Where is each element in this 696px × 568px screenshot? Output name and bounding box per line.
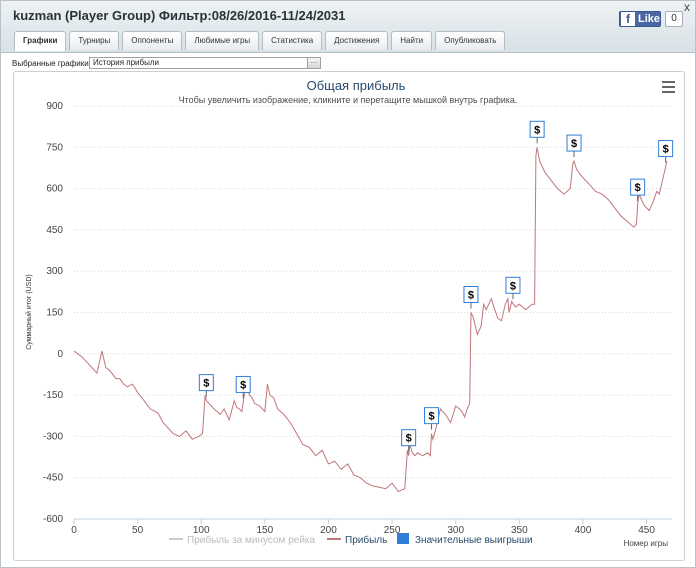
x-axis-ticks: 0 50 100 150 200 250 300 350 400 450 — [71, 519, 655, 536]
chart-container[interactable]: Общая прибыль Чтобы увеличить изображени… — [13, 71, 685, 561]
chart-selector-label: Выбранные графики: — [12, 59, 91, 68]
x-tick-label: 200 — [320, 525, 337, 536]
tab-bar: Графики Турниры Оппоненты Любимые игры Стати… — [14, 31, 508, 51]
x-axis-label: Номер игры — [624, 539, 669, 548]
x-tick-label: 50 — [132, 525, 144, 536]
y-tick-label: -300 — [43, 431, 63, 442]
tab-3[interactable]: Любимые игры — [185, 31, 260, 50]
y-tick-label: -150 — [43, 390, 63, 401]
legend-item-label: Прибыль за минусом рейка — [187, 534, 316, 546]
tab-4[interactable]: Статистика — [262, 31, 323, 50]
x-tick-label: 100 — [193, 525, 210, 536]
marker-box — [630, 178, 646, 196]
marker-box — [424, 407, 440, 425]
marker-box — [401, 429, 417, 447]
x-tick-label: 450 — [638, 525, 655, 536]
legend-item-label: Значительные выигрыши — [415, 535, 533, 546]
close-icon[interactable]: x — [684, 0, 690, 14]
marker-box — [198, 374, 214, 392]
marker-dollar-glyph: $ — [571, 138, 577, 150]
y-tick-label: -450 — [43, 473, 63, 484]
tab-0[interactable]: Графики — [14, 31, 67, 51]
chart-subtitle: Чтобы увеличить изображение, кликните и … — [179, 95, 518, 105]
y-tick-label: 0 — [57, 349, 63, 360]
dollar-marker-icon: $ — [235, 375, 251, 399]
marker-dollar-glyph: $ — [534, 124, 540, 136]
facebook-icon: f — [621, 12, 635, 26]
tab-1[interactable]: Турниры — [69, 31, 120, 50]
profit-chart[interactable]: Общая прибыль Чтобы увеличить изображени… — [14, 72, 686, 562]
y-tick-label: 600 — [46, 184, 63, 195]
y-axis-label: Суммарный итог (USD) — [25, 274, 33, 350]
grid-lines — [74, 105, 672, 520]
tab-2[interactable]: Оппоненты — [122, 31, 183, 50]
chart-selector-value: История прибыли — [93, 58, 159, 67]
profit-series — [73, 147, 668, 493]
y-tick-label: 900 — [46, 101, 63, 112]
marker-dollar-glyph: $ — [240, 379, 246, 391]
y-tick-label: 300 — [46, 266, 63, 277]
dollar-marker-icon: $ — [566, 134, 582, 158]
marker-dollar-glyph: $ — [635, 182, 641, 194]
marker-box — [529, 120, 545, 138]
marker-box — [505, 276, 521, 294]
y-tick-label: 150 — [46, 308, 63, 319]
marker-box — [658, 140, 674, 158]
significant-win-markers: $ $ $ $ $ $ $ $ $ $ — [198, 120, 674, 452]
y-tick-label: -600 — [43, 514, 63, 525]
menu-icon[interactable] — [662, 81, 675, 93]
marker-dollar-glyph: $ — [203, 378, 209, 390]
dollar-marker-icon: $ — [505, 276, 521, 300]
tab-6[interactable]: Найти — [391, 31, 433, 50]
chart-legend: Прибыль за минусом рейка Прибыль Значитель… — [169, 533, 533, 546]
dollar-marker-icon: $ — [529, 120, 545, 144]
dollar-marker-icon: $ — [630, 178, 646, 202]
dollar-marker-icon: $ — [401, 429, 417, 452]
marker-dollar-glyph: $ — [663, 144, 669, 156]
marker-box — [566, 134, 582, 152]
x-tick-label: 350 — [511, 525, 528, 536]
x-tick-label: 400 — [575, 525, 592, 536]
x-tick-label: 300 — [447, 525, 464, 536]
marker-dollar-glyph: $ — [428, 411, 434, 423]
dropdown-arrow-icon[interactable]: … — [307, 58, 320, 68]
dollar-marker-icon: $ — [658, 140, 674, 163]
marker-box — [235, 375, 251, 393]
chart-title: Общая прибыль — [307, 78, 406, 93]
y-tick-label: 450 — [46, 225, 63, 236]
title-bar: kuzman (Player Group) Фильтр:08/26/2016-… — [1, 0, 695, 53]
like-count: 0 — [665, 11, 683, 27]
marker-dollar-glyph: $ — [510, 280, 516, 292]
x-tick-label: 150 — [257, 525, 274, 536]
dollar-marker-icon: $ — [463, 286, 479, 309]
dollar-marker-icon: $ — [198, 374, 214, 397]
tab-5[interactable]: Достижения — [325, 31, 389, 50]
chart-selector-dropdown[interactable]: История прибыли … — [89, 57, 321, 69]
x-tick-label: 0 — [71, 525, 77, 536]
profit-line — [73, 147, 668, 493]
tab-7[interactable]: Опубликовать — [435, 31, 506, 50]
dollar-marker-icon: $ — [424, 407, 440, 430]
y-tick-label: 750 — [46, 142, 63, 153]
like-label: Like — [637, 13, 660, 25]
x-tick-label: 250 — [384, 525, 401, 536]
legend-box-icon — [397, 533, 409, 544]
window-title: kuzman (Player Group) Фильтр:08/26/2016-… — [13, 8, 346, 23]
marker-box — [463, 286, 479, 303]
legend-item-label: Прибыль — [345, 534, 387, 546]
marker-dollar-glyph: $ — [406, 433, 412, 445]
facebook-like-button[interactable]: f Like — [619, 11, 661, 27]
y-axis-ticks: 900 750 600 450 300 150 0 -150 -300 -450 -600 — [43, 101, 63, 525]
marker-dollar-glyph: $ — [468, 290, 474, 302]
